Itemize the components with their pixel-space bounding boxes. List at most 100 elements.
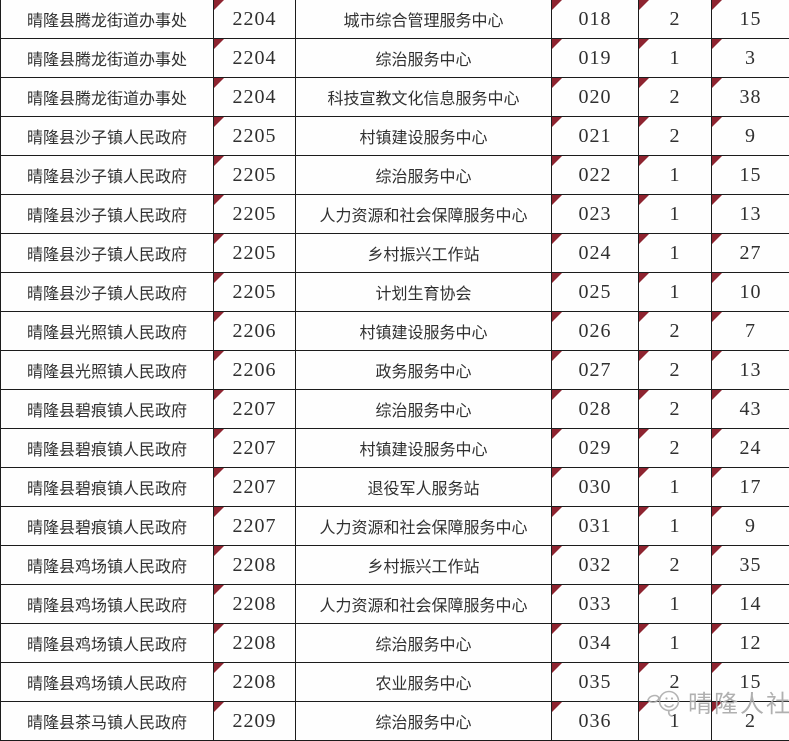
flag-triangle-icon <box>639 234 649 244</box>
cell-unit-code: 2208 <box>213 623 296 663</box>
flag-triangle-icon <box>639 507 649 517</box>
flag-triangle-icon <box>214 663 224 673</box>
cell-unit-code: 2207 <box>213 467 296 507</box>
flag-triangle-icon <box>214 39 224 49</box>
cell-text: 2204 <box>232 7 277 30</box>
cell-text: 13 <box>739 358 762 381</box>
cell-text: 019 <box>578 46 612 69</box>
cell-text: 2208 <box>232 631 277 654</box>
cell-count-b: 10 <box>711 272 789 312</box>
table-row: 晴隆县鸡场镇人民政府 2208 人力资源和社会保障服务中心 033 1 14 <box>0 584 789 624</box>
cell-text: 1 <box>669 163 681 186</box>
cell-unit-code: 2205 <box>213 272 296 312</box>
cell-text: 027 <box>578 358 612 381</box>
flag-triangle-icon <box>552 546 562 556</box>
cell-text: 2208 <box>232 592 277 615</box>
cell-text: 1 <box>669 631 681 654</box>
cell-count-b: 13 <box>711 194 789 234</box>
cell-text: 晴隆县沙子镇人民政府 <box>26 247 187 264</box>
cell-text: 1 <box>669 514 681 537</box>
cell-text: 2 <box>669 124 681 147</box>
flag-triangle-icon <box>552 585 562 595</box>
flag-triangle-icon <box>712 273 722 283</box>
cell-service-center: 综治服务中心 <box>295 38 552 78</box>
cell-service-center: 村镇建设服务中心 <box>295 116 552 156</box>
cell-count-a: 2 <box>638 311 712 351</box>
cell-text: 033 <box>578 592 612 615</box>
cell-service-center: 村镇建设服务中心 <box>295 428 552 468</box>
table-row: 晴隆县腾龙街道办事处 2204 综治服务中心 019 1 3 <box>0 38 789 78</box>
cell-count-b: 35 <box>711 545 789 585</box>
cell-text: 1 <box>669 202 681 225</box>
cell-organization: 晴隆县鸡场镇人民政府 <box>0 623 214 663</box>
flag-triangle-icon <box>552 312 562 322</box>
cell-text: 2204 <box>232 46 277 69</box>
cell-text: 031 <box>578 514 612 537</box>
flag-triangle-icon <box>214 0 224 10</box>
cell-text: 24 <box>739 436 762 459</box>
cell-text: 35 <box>739 553 762 576</box>
cell-service-center: 城市综合管理服务中心 <box>295 0 552 39</box>
cell-position-number: 031 <box>551 506 639 546</box>
cell-text: 科技宣教文化信息服务中心 <box>327 91 520 108</box>
table-row: 晴隆县鸡场镇人民政府 2208 农业服务中心 035 2 15 <box>0 662 789 702</box>
cell-text: 2205 <box>232 241 277 264</box>
cell-count-b: 12 <box>711 623 789 663</box>
flag-triangle-icon <box>639 312 649 322</box>
cell-text: 2 <box>669 670 681 693</box>
cell-text: 15 <box>739 670 762 693</box>
flag-triangle-icon <box>639 195 649 205</box>
cell-organization: 晴隆县沙子镇人民政府 <box>0 116 214 156</box>
cell-unit-code: 2209 <box>213 701 296 741</box>
cell-count-a: 1 <box>638 467 712 507</box>
cell-count-a: 2 <box>638 116 712 156</box>
cell-text: 3 <box>745 46 756 69</box>
cell-count-a: 1 <box>638 233 712 273</box>
cell-count-a: 1 <box>638 623 712 663</box>
flag-triangle-icon <box>712 312 722 322</box>
cell-text: 27 <box>739 241 762 264</box>
cell-text: 2205 <box>232 202 277 225</box>
cell-organization: 晴隆县茶马镇人民政府 <box>0 701 214 741</box>
cell-text: 030 <box>578 475 612 498</box>
cell-unit-code: 2208 <box>213 662 296 702</box>
flag-triangle-icon <box>712 156 722 166</box>
cell-text: 12 <box>739 631 762 654</box>
flag-triangle-icon <box>214 234 224 244</box>
cell-text: 计划生育协会 <box>375 286 472 303</box>
cell-service-center: 人力资源和社会保障服务中心 <box>295 506 552 546</box>
flag-triangle-icon <box>214 585 224 595</box>
cell-text: 2207 <box>232 436 277 459</box>
cell-text: 晴隆县腾龙街道办事处 <box>26 13 187 30</box>
cell-position-number: 020 <box>551 77 639 117</box>
cell-unit-code: 2204 <box>213 77 296 117</box>
cell-text: 村镇建设服务中心 <box>359 325 488 342</box>
flag-triangle-icon <box>639 39 649 49</box>
flag-triangle-icon <box>552 156 562 166</box>
cell-text: 2207 <box>232 514 277 537</box>
cell-count-a: 2 <box>638 0 712 39</box>
cell-text: 城市综合管理服务中心 <box>343 13 504 30</box>
cell-text: 15 <box>739 7 762 30</box>
cell-unit-code: 2207 <box>213 506 296 546</box>
flag-triangle-icon <box>214 507 224 517</box>
cell-text: 退役军人服务站 <box>367 481 480 498</box>
cell-text: 020 <box>578 85 612 108</box>
cell-position-number: 024 <box>551 233 639 273</box>
cell-text: 38 <box>739 85 762 108</box>
cell-text: 022 <box>578 163 612 186</box>
cell-position-number: 018 <box>551 0 639 39</box>
table-row: 晴隆县沙子镇人民政府 2205 村镇建设服务中心 021 2 9 <box>0 116 789 156</box>
cell-text: 2205 <box>232 280 277 303</box>
flag-triangle-icon <box>214 78 224 88</box>
flag-triangle-icon <box>639 585 649 595</box>
flag-triangle-icon <box>712 39 722 49</box>
cell-text: 9 <box>745 124 756 147</box>
cell-text: 2207 <box>232 397 277 420</box>
cell-text: 晴隆县腾龙街道办事处 <box>26 91 187 108</box>
flag-triangle-icon <box>552 0 562 10</box>
cell-text: 14 <box>739 592 762 615</box>
flag-triangle-icon <box>639 702 649 712</box>
flag-triangle-icon <box>712 663 722 673</box>
